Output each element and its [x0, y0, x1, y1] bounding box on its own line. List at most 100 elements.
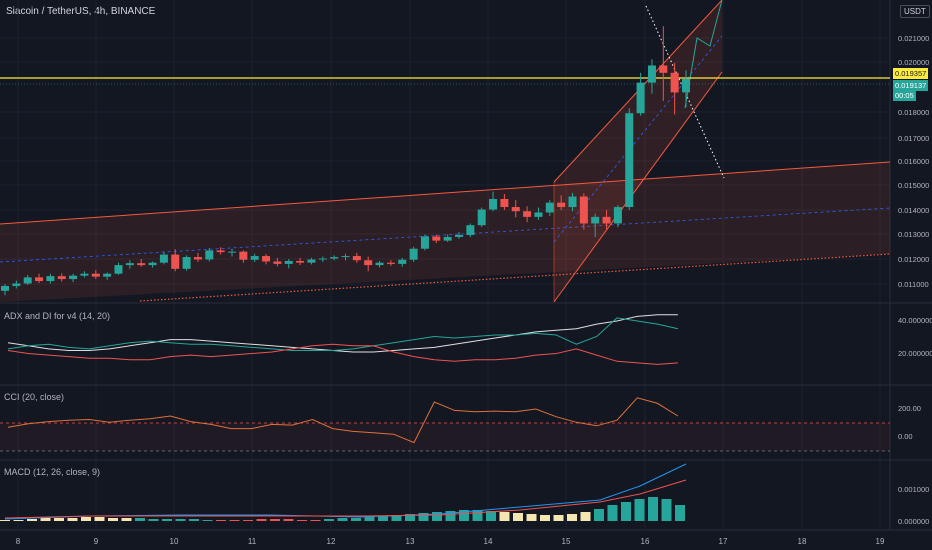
- candle-body: [432, 236, 441, 241]
- time-tick: 13: [405, 537, 415, 546]
- macd-histogram-bar: [459, 510, 469, 521]
- macd-histogram-bar: [121, 518, 132, 521]
- adx-label: ADX and DI for v4 (14, 20): [4, 311, 111, 321]
- time-tick: 14: [483, 537, 493, 546]
- macd-histogram-bar: [270, 519, 280, 521]
- currency-button[interactable]: USDT: [900, 5, 930, 18]
- projection-path: [684, 0, 723, 109]
- candle-body: [228, 251, 236, 253]
- time-tick: 17: [718, 537, 728, 546]
- price-tick: 0.021000: [898, 34, 930, 43]
- macd-histogram-bar: [243, 520, 253, 521]
- macd-histogram-bar: [175, 519, 186, 521]
- candle-body: [659, 65, 668, 73]
- candle-body: [455, 234, 463, 237]
- candle-body: [545, 202, 554, 213]
- di-plus-line: [7, 317, 679, 351]
- candle-body: [318, 258, 327, 260]
- time-tick: 11: [247, 537, 257, 546]
- candle-body: [1, 285, 9, 291]
- candle-body: [182, 257, 191, 269]
- price-tick: 0.020000: [898, 58, 930, 67]
- macd-histogram-bar: [202, 520, 213, 521]
- candle-body: [137, 263, 146, 266]
- macd-histogram-bar: [13, 520, 24, 521]
- candle-body: [216, 250, 225, 253]
- candle-body: [57, 276, 66, 280]
- candle-body: [511, 207, 520, 212]
- candle-body: [409, 248, 418, 260]
- macd-histogram-bar: [594, 509, 604, 521]
- macd-histogram-bar: [391, 515, 402, 521]
- macd-histogram-bar: [351, 518, 361, 521]
- macd-histogram-bar: [0, 520, 10, 521]
- cci-band-fill: [0, 423, 890, 451]
- long-channel-fill: [0, 162, 890, 302]
- candle-body: [568, 196, 577, 208]
- candle-body: [500, 198, 509, 208]
- macd-histogram-bar: [40, 518, 51, 521]
- grid: [0, 0, 890, 530]
- candle-body: [386, 262, 395, 264]
- adx-line: [7, 314, 678, 353]
- price-tick: 0.015000: [898, 181, 930, 190]
- macd-histogram-bar: [553, 515, 564, 521]
- macd-signal-line: [4, 479, 687, 519]
- di-minus-line: [7, 343, 678, 365]
- last-price-tag: 0.019137: [893, 80, 929, 91]
- macd-histogram-bar: [634, 499, 645, 521]
- candle-body: [46, 276, 55, 282]
- macd-histogram-bar: [405, 514, 415, 521]
- candle-body: [91, 273, 100, 277]
- macd-histogram-bar: [256, 519, 267, 521]
- candle-body: [364, 260, 373, 266]
- macd-histogram-bar: [324, 519, 334, 521]
- macd-histogram-bar: [378, 516, 388, 521]
- macd-histogram-bar: [310, 520, 321, 521]
- macd-histogram-bar: [67, 518, 78, 521]
- time-tick: 16: [640, 537, 650, 546]
- candle-body: [466, 225, 475, 235]
- time-tick: 19: [875, 537, 885, 546]
- cci-label: CCI (20, close): [4, 392, 65, 402]
- candle-body: [557, 202, 566, 208]
- candle-body: [69, 275, 78, 280]
- macd-histogram-bar: [432, 512, 442, 521]
- macd-histogram-bar: [513, 513, 523, 521]
- macd-histogram-bar: [648, 497, 658, 521]
- macd-histogram-bar: [189, 519, 199, 521]
- long-channel-top: [0, 161, 891, 225]
- macd-histogram-bar: [162, 519, 172, 521]
- candle-body: [375, 262, 384, 266]
- macd-histogram-bar: [94, 517, 105, 521]
- candle-body: [307, 259, 316, 263]
- macd-histogram-bar: [567, 514, 577, 521]
- macd-histogram-bar: [675, 505, 685, 521]
- price-tick: 0.018000: [898, 108, 930, 117]
- candle-body: [579, 196, 588, 224]
- candle-body: [398, 259, 407, 264]
- long-channel-bottom: [139, 253, 891, 302]
- macd-histogram-bar: [580, 512, 591, 521]
- macd-histogram-bar: [499, 512, 510, 521]
- candle-body: [420, 236, 429, 249]
- price-tick: 0.017000: [898, 134, 930, 143]
- candle-body: [239, 251, 248, 260]
- cci-tick: 0.00: [898, 432, 913, 441]
- candle-body: [80, 273, 89, 276]
- time-tick: 15: [561, 537, 571, 546]
- cci-line: [7, 397, 679, 444]
- candle-body: [489, 198, 498, 210]
- macd-histogram-bar: [135, 518, 145, 521]
- candle-body: [148, 262, 157, 266]
- macd-histogram-bar: [486, 511, 496, 521]
- candle-body: [125, 263, 134, 266]
- candle-body: [103, 273, 112, 277]
- macd-histogram-bar: [445, 511, 456, 521]
- candle-body: [23, 277, 32, 284]
- candle-body: [114, 265, 123, 274]
- macd-histogram-bar: [216, 520, 226, 521]
- candle-body: [159, 254, 168, 263]
- level-price-tag: 0.019357: [893, 68, 929, 79]
